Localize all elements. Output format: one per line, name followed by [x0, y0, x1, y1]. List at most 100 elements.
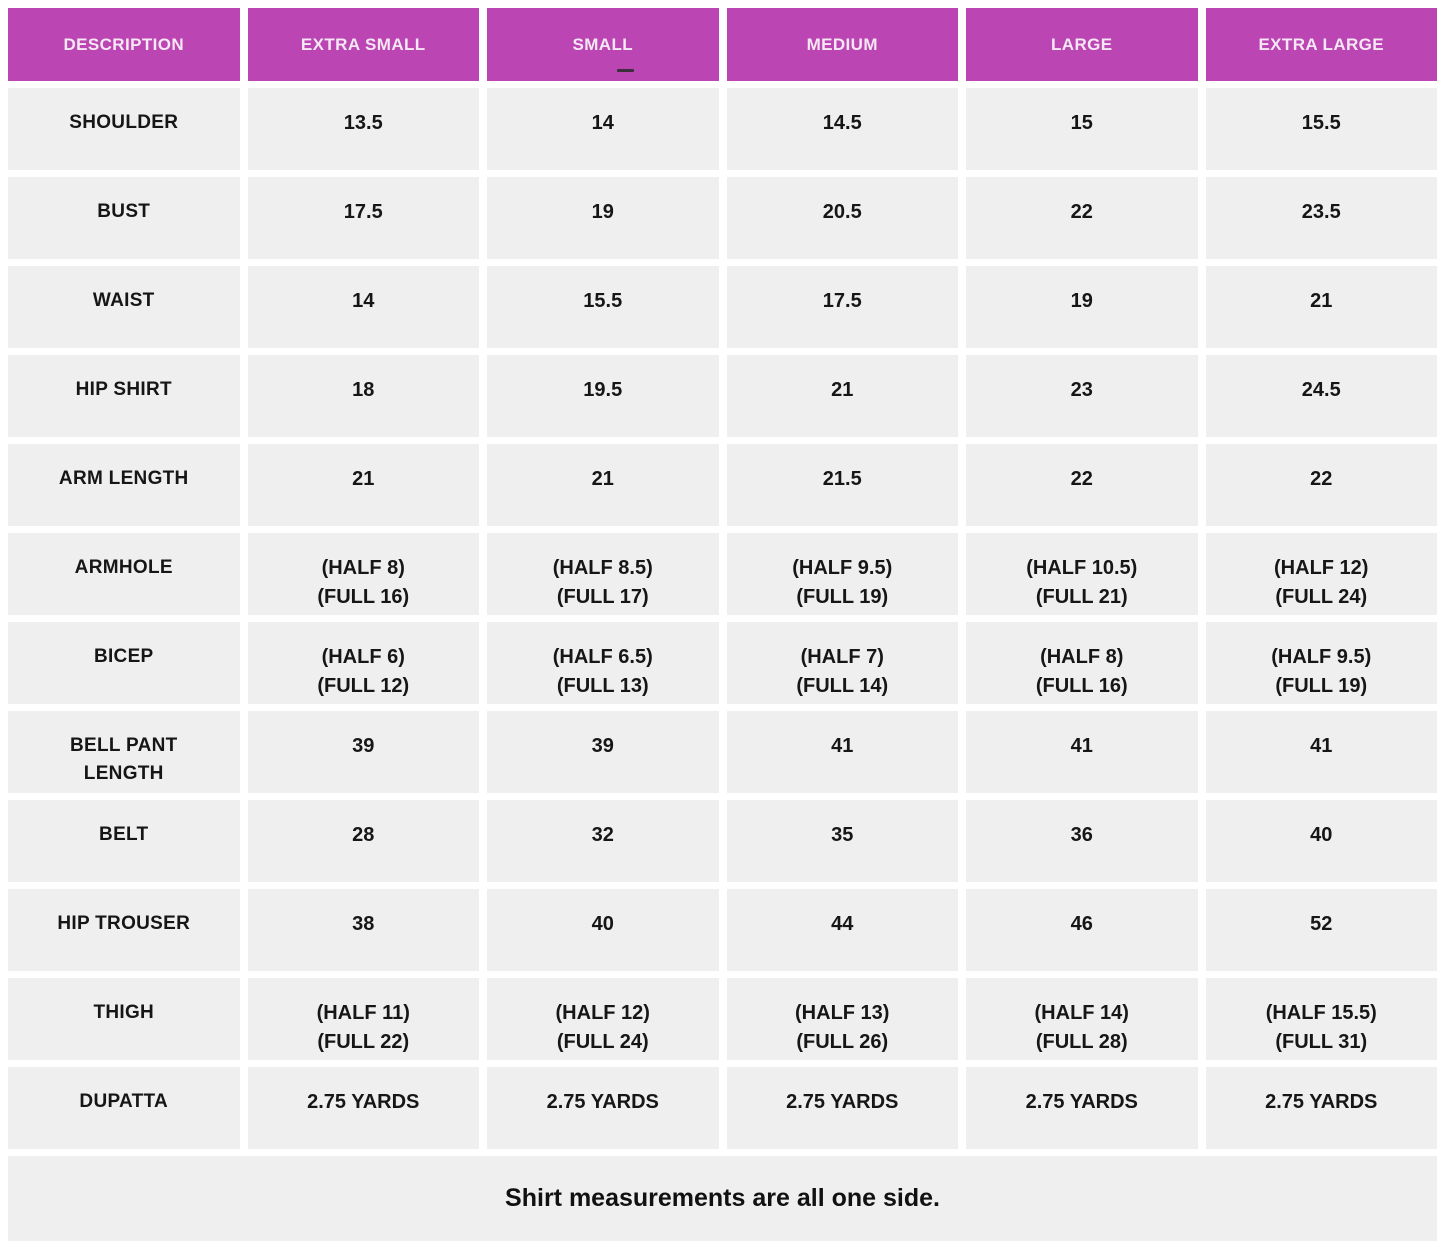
row-label: BELT: [8, 800, 240, 882]
table-row-waist: WAIST 14 15.5 17.5 19 21: [8, 266, 1437, 348]
row-label: HIP TROUSER: [8, 889, 240, 971]
value-cell: 21: [247, 444, 479, 526]
value-cell: (HALF 10.5) (FULL 21): [966, 533, 1198, 615]
value-cell: 2.75 YARDS: [247, 1067, 479, 1149]
value-cell: 19: [487, 177, 719, 259]
small-header-dash-mark: [616, 69, 634, 72]
column-header-label: EXTRA SMALL: [300, 34, 426, 54]
value-cell: 14: [247, 266, 479, 348]
value-cell: (HALF 8.5) (FULL 17): [487, 533, 719, 615]
value-cell: 18: [247, 355, 479, 437]
value-cell: 40: [1205, 800, 1437, 882]
table-row-armhole: ARMHOLE (HALF 8) (FULL 16) (HALF 8.5) (FUL…: [8, 533, 1437, 615]
value-cell: 22: [1205, 444, 1437, 526]
table-row-thigh: THIGH (HALF 11) (FULL 22) (HALF 12) (FULL …: [8, 978, 1437, 1060]
table-row-hip-shirt: HIP SHIRT 18 19.5 21 23 24.5: [8, 355, 1437, 437]
value-cell: (HALF 11) (FULL 22): [247, 978, 479, 1060]
value-cell: 21: [487, 444, 719, 526]
column-header-large: LARGE: [966, 8, 1198, 81]
value-cell: 21: [726, 355, 958, 437]
table-row-bust: BUST 17.5 19 20.5 22 23.5: [8, 177, 1437, 259]
column-header-label: EXTRA LARGE: [1258, 34, 1385, 54]
value-cell: 40: [487, 889, 719, 971]
table-row-belt: BELT 28 32 35 36 40: [8, 800, 1437, 882]
value-cell: 17.5: [247, 177, 479, 259]
row-label: HIP SHIRT: [8, 355, 240, 437]
value-cell: 28: [247, 800, 479, 882]
value-cell: (HALF 9.5) (FULL 19): [726, 533, 958, 615]
value-cell: 41: [1205, 711, 1437, 793]
value-cell: 24.5: [1205, 355, 1437, 437]
value-cell: 32: [487, 800, 719, 882]
footer-note-text: Shirt measurements are all one side.: [505, 1184, 940, 1212]
table-row-bell-pant-length: BELL PANT LENGTH 39 39 41 41 41: [8, 711, 1437, 793]
value-cell: 21: [1205, 266, 1437, 348]
row-label: BUST: [8, 177, 240, 259]
value-cell: 15.5: [487, 266, 719, 348]
column-header-extra-small: EXTRA SMALL: [247, 8, 479, 81]
value-cell: (HALF 7) (FULL 14): [726, 622, 958, 704]
row-label: ARMHOLE: [8, 533, 240, 615]
table-row-arm-length: ARM LENGTH 21 21 21.5 22 22: [8, 444, 1437, 526]
value-cell: 15: [966, 88, 1198, 170]
footer-note-bar: Shirt measurements are all one side.: [8, 1156, 1437, 1241]
value-cell: 14: [487, 88, 719, 170]
value-cell: 21.5: [726, 444, 958, 526]
table-body: SHOULDER 13.5 14 14.5 15 15.5 BUST 17.5 19 20.5 22…: [8, 88, 1437, 1149]
column-header-label: SMALL: [572, 34, 634, 54]
value-cell: (HALF 15.5) (FULL 31): [1205, 978, 1437, 1060]
table-header-row: DESCRIPTION EXTRA SMALL SMALL MEDIUM LARGE EX…: [8, 8, 1437, 81]
column-header-label: DESCRIPTION: [63, 34, 185, 54]
value-cell: (HALF 6.5) (FULL 13): [487, 622, 719, 704]
value-cell: (HALF 14) (FULL 28): [966, 978, 1198, 1060]
table-row-shoulder: SHOULDER 13.5 14 14.5 15 15.5: [8, 88, 1437, 170]
value-cell: 2.75 YARDS: [726, 1067, 958, 1149]
value-cell: 2.75 YARDS: [487, 1067, 719, 1149]
row-label: WAIST: [8, 266, 240, 348]
column-header-label: MEDIUM: [806, 34, 878, 54]
table-row-hip-trouser: HIP TROUSER 38 40 44 46 52: [8, 889, 1437, 971]
value-cell: (HALF 6) (FULL 12): [247, 622, 479, 704]
value-cell: (HALF 13) (FULL 26): [726, 978, 958, 1060]
value-cell: (HALF 12) (FULL 24): [487, 978, 719, 1060]
value-cell: 13.5: [247, 88, 479, 170]
value-cell: 2.75 YARDS: [1205, 1067, 1437, 1149]
table-row-dupatta: DUPATTA 2.75 YARDS 2.75 YARDS 2.75 YARDS 2.7…: [8, 1067, 1437, 1149]
value-cell: 19.5: [487, 355, 719, 437]
table-row-bicep: BICEP (HALF 6) (FULL 12) (HALF 6.5) (FULL …: [8, 622, 1437, 704]
value-cell: 41: [966, 711, 1198, 793]
value-cell: 39: [247, 711, 479, 793]
column-header-small: SMALL: [487, 8, 719, 81]
value-cell: 38: [247, 889, 479, 971]
column-header-description: DESCRIPTION: [8, 8, 240, 81]
value-cell: (HALF 9.5) (FULL 19): [1205, 622, 1437, 704]
row-label: BELL PANT LENGTH: [8, 711, 240, 793]
value-cell: 20.5: [726, 177, 958, 259]
value-cell: 22: [966, 177, 1198, 259]
value-cell: (HALF 8) (FULL 16): [247, 533, 479, 615]
value-cell: 44: [726, 889, 958, 971]
value-cell: 17.5: [726, 266, 958, 348]
value-cell: (HALF 8) (FULL 16): [966, 622, 1198, 704]
value-cell: 35: [726, 800, 958, 882]
column-header-extra-large: EXTRA LARGE: [1205, 8, 1437, 81]
row-label: THIGH: [8, 978, 240, 1060]
column-header-label: LARGE: [1051, 34, 1113, 54]
value-cell: (HALF 12) (FULL 24): [1205, 533, 1437, 615]
value-cell: 14.5: [726, 88, 958, 170]
value-cell: 52: [1205, 889, 1437, 971]
row-label: SHOULDER: [8, 88, 240, 170]
value-cell: 19: [966, 266, 1198, 348]
value-cell: 46: [966, 889, 1198, 971]
value-cell: 2.75 YARDS: [966, 1067, 1198, 1149]
value-cell: 15.5: [1205, 88, 1437, 170]
row-label: BICEP: [8, 622, 240, 704]
row-label: DUPATTA: [8, 1067, 240, 1149]
value-cell: 22: [966, 444, 1198, 526]
value-cell: 23.5: [1205, 177, 1437, 259]
value-cell: 23: [966, 355, 1198, 437]
column-header-medium: MEDIUM: [726, 8, 958, 81]
row-label: ARM LENGTH: [8, 444, 240, 526]
value-cell: 41: [726, 711, 958, 793]
